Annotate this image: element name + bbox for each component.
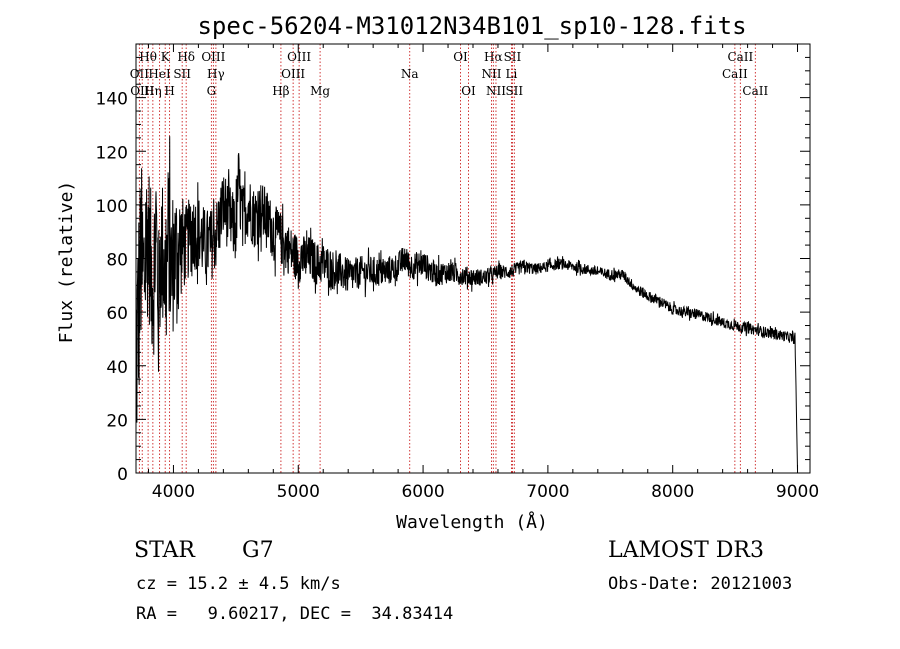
y-tick-label: 0 bbox=[117, 465, 128, 485]
line-marker-label: SII bbox=[504, 50, 522, 64]
object-subclass: G7 bbox=[242, 538, 274, 563]
y-tick-label: 120 bbox=[96, 143, 128, 163]
object-type: STAR bbox=[134, 538, 195, 563]
y-axis-label: Flux (relative) bbox=[56, 181, 77, 344]
line-marker-label: Na bbox=[401, 67, 419, 81]
line-marker-label: Mg bbox=[310, 84, 330, 98]
line-marker-label: OI bbox=[453, 50, 468, 64]
line-marker-label: CaII bbox=[727, 50, 753, 64]
line-marker-label: OIII bbox=[281, 67, 305, 81]
line-marker-label: Hδ bbox=[177, 50, 195, 64]
line-marker-label: NII bbox=[481, 67, 501, 81]
y-tick-label: 140 bbox=[96, 90, 128, 110]
spectrum-line bbox=[135, 136, 798, 471]
x-tick-label: 6000 bbox=[401, 482, 444, 502]
line-marker-label: SII bbox=[173, 67, 191, 81]
plot-area bbox=[135, 136, 798, 471]
line-marker-label: SII bbox=[505, 84, 523, 98]
x-tick-label: 7000 bbox=[526, 482, 569, 502]
line-marker-label: Hθ bbox=[139, 50, 157, 64]
line-marker-label: OI bbox=[461, 84, 476, 98]
x-tick-label: 9000 bbox=[776, 482, 819, 502]
survey-name: LAMOST DR3 bbox=[608, 538, 764, 563]
line-marker-label: Hγ bbox=[207, 67, 225, 81]
redshift-velocity: cz = 15.2 ± 4.5 km/s bbox=[136, 574, 341, 594]
x-tick-label: 5000 bbox=[277, 482, 320, 502]
x-tick-label: 8000 bbox=[651, 482, 694, 502]
line-marker-label: OII bbox=[130, 67, 150, 81]
chart-title: spec-56204-M31012N34B101_sp10-128.fits bbox=[197, 12, 746, 40]
line-marker-label: H bbox=[164, 84, 174, 98]
y-tick-label: 60 bbox=[106, 304, 128, 324]
line-marker-label: G bbox=[207, 84, 217, 98]
y-tick-label: 40 bbox=[106, 358, 128, 378]
y-tick-label: 100 bbox=[96, 197, 128, 217]
line-marker-label: Hα bbox=[484, 50, 503, 64]
x-tick-label: 4000 bbox=[152, 482, 195, 502]
y-tick-label: 80 bbox=[106, 251, 128, 271]
line-marker-label: Hβ bbox=[272, 84, 289, 98]
line-marker-label: Hη bbox=[144, 84, 162, 98]
sky-coordinates: RA = 9.60217, DEC = 34.83414 bbox=[136, 604, 454, 624]
axes: 4000 5000 6000 7000 8000 9000 0 20 40 60 80 100 120 1… bbox=[96, 44, 819, 502]
line-marker-label: HeI bbox=[148, 67, 171, 81]
line-marker-label: K bbox=[161, 50, 171, 64]
line-marker-label: Li bbox=[506, 67, 518, 81]
line-marker-label: CaII bbox=[742, 84, 768, 98]
observation-date: Obs-Date: 20121003 bbox=[608, 574, 793, 594]
plot-frame bbox=[135, 43, 811, 474]
line-marker-label: OIII bbox=[287, 50, 311, 64]
line-marker-label: OIII bbox=[201, 50, 225, 64]
line-marker-label: NII bbox=[486, 84, 506, 98]
x-axis-label: Wavelength (Å) bbox=[396, 511, 548, 533]
line-marker-label: CaII bbox=[722, 67, 748, 81]
y-tick-label: 20 bbox=[106, 411, 128, 431]
